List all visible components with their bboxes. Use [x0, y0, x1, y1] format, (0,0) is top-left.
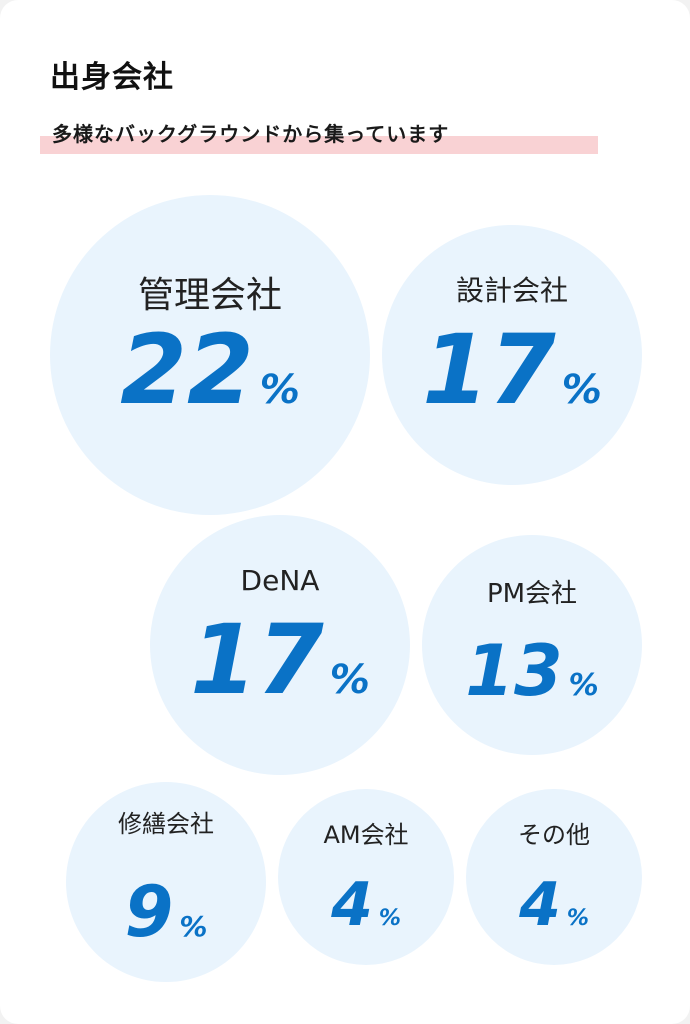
bubble: PM会社 13%: [422, 535, 642, 755]
bubble-value: 4%: [330, 870, 401, 940]
value-unit: %: [379, 906, 401, 931]
bubble-circle: [66, 782, 266, 982]
bubble-label: 設計会社: [456, 274, 568, 307]
value-number: 17: [422, 314, 556, 426]
subtitle: 多様なバックグラウンドから集っています: [52, 122, 450, 146]
bubble-label: DeNA: [241, 564, 320, 597]
bubble-value: 17%: [190, 604, 370, 716]
value-unit: %: [330, 657, 370, 703]
bubble-label: AM会社: [323, 821, 408, 849]
bubble-circle: [422, 535, 642, 755]
bubble-label: その他: [518, 821, 590, 849]
bubble: その他 4%: [466, 789, 642, 965]
bubble-circle: [50, 195, 370, 515]
bubble-value: 22%: [120, 314, 300, 426]
bubble-circle: [278, 789, 454, 965]
value-unit: %: [569, 668, 599, 703]
bubble: 修繕会社 9%: [66, 782, 266, 982]
subtitle-block: 多様なバックグラウンドから集っています: [40, 116, 598, 158]
bubble-label: 修繕会社: [118, 810, 214, 838]
bubble-value: 13%: [465, 630, 598, 712]
page-title: 出身会社: [50, 60, 174, 95]
value-number: 4: [518, 870, 561, 940]
value-unit: %: [562, 367, 602, 413]
bubble-label: 管理会社: [138, 275, 282, 316]
subtitle-highlight: [40, 136, 598, 154]
value-number: 4: [330, 870, 373, 940]
bubble-circle: [150, 515, 410, 775]
bubble-value: 17%: [422, 314, 602, 426]
bubble-circle: [382, 225, 642, 485]
bubble-circle: [466, 789, 642, 965]
value-unit: %: [179, 910, 207, 943]
bubble: AM会社 4%: [278, 789, 454, 965]
bubble: DeNA 17%: [150, 515, 410, 775]
value-number: 17: [190, 604, 324, 716]
value-number: 22: [120, 314, 254, 426]
bubble-value: 9%: [125, 871, 208, 953]
value-number: 13: [465, 630, 562, 712]
value-number: 9: [125, 871, 174, 953]
bubble-value: 4%: [518, 870, 589, 940]
value-unit: %: [260, 367, 300, 413]
value-unit: %: [567, 906, 589, 931]
bubble: 設計会社 17%: [382, 225, 642, 485]
bubble-label: PM会社: [487, 579, 577, 609]
